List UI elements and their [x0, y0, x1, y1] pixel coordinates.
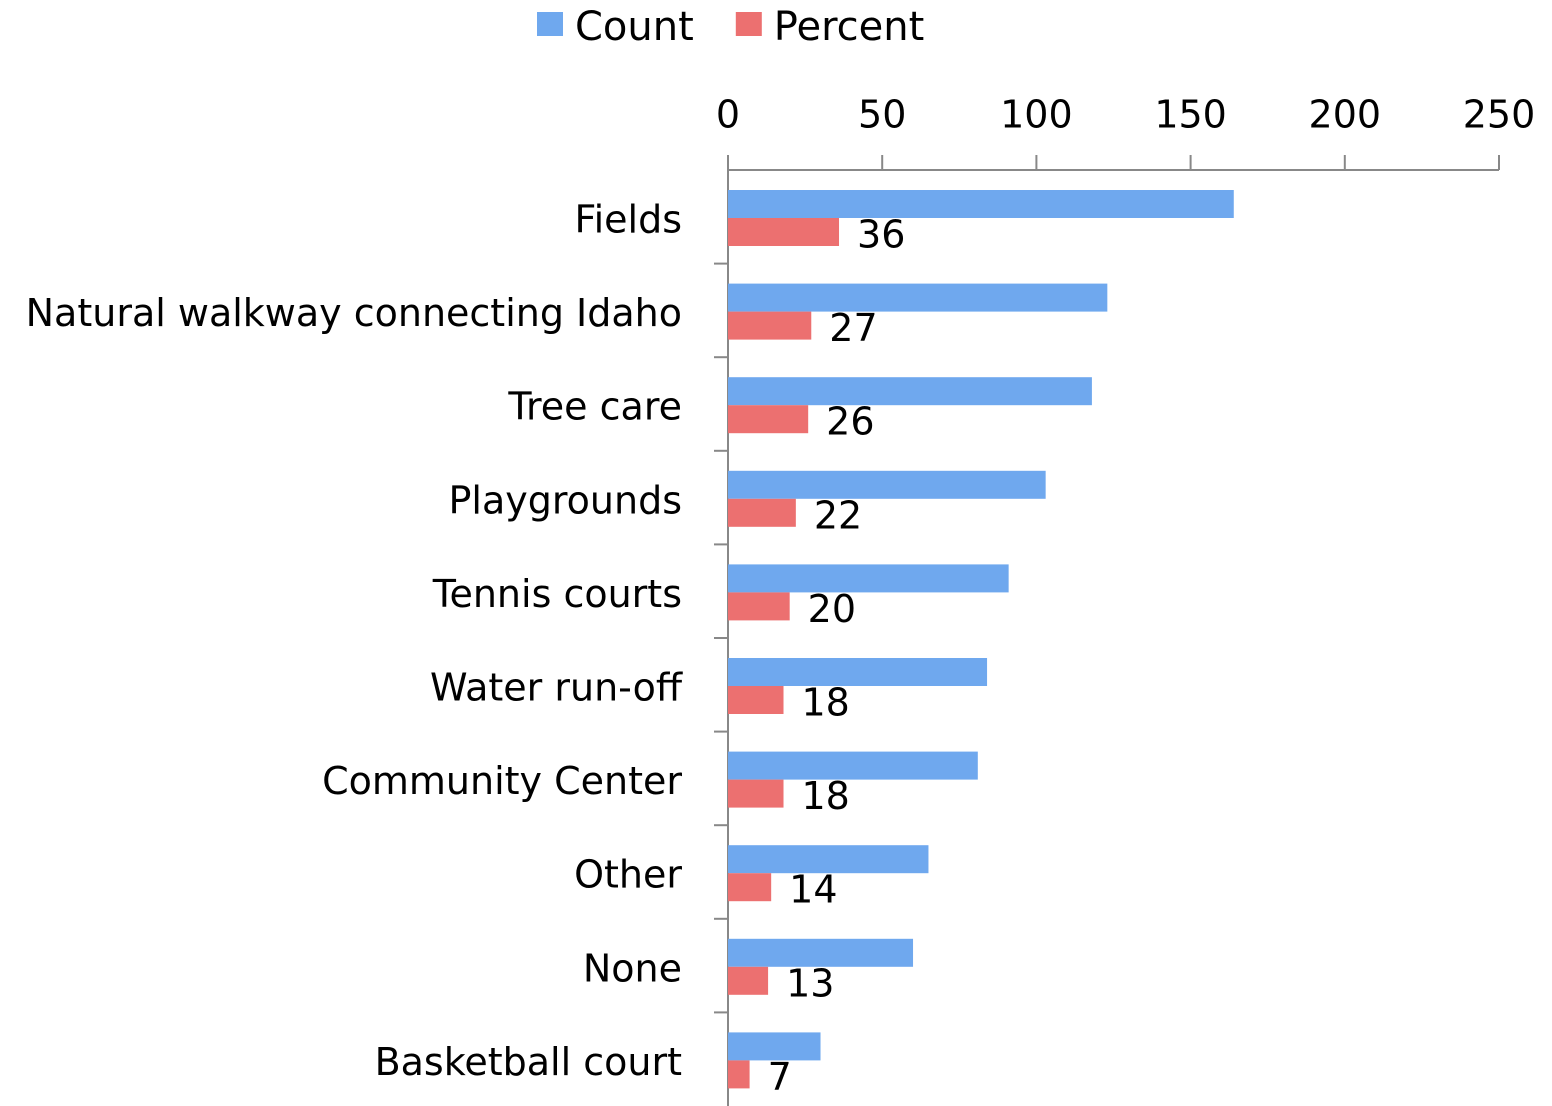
bar — [728, 283, 1108, 312]
legend-label: Percent — [774, 4, 925, 50]
bar — [728, 498, 796, 527]
bar — [728, 845, 929, 874]
data-label: 36 — [857, 213, 905, 257]
y-tick-label: None — [583, 946, 682, 990]
bar — [728, 938, 914, 967]
bar — [728, 405, 809, 434]
data-label: 27 — [829, 306, 877, 350]
bar — [728, 377, 1092, 406]
bar — [728, 190, 1234, 218]
bar — [728, 1032, 821, 1061]
bar — [728, 686, 784, 714]
data-label: 13 — [786, 961, 834, 1005]
y-tick-label: Basketball court — [375, 1040, 682, 1084]
bar — [728, 751, 978, 780]
bar — [728, 564, 1009, 593]
y-tick-label: Tennis courts — [432, 572, 682, 616]
data-label: 18 — [802, 774, 850, 818]
y-tick-label: Fields — [574, 198, 682, 242]
y-tick-label: Natural walkway connecting Idaho — [26, 291, 682, 335]
bar — [728, 311, 812, 340]
bar — [728, 873, 772, 902]
y-tick-label: Community Center — [322, 759, 682, 803]
bar — [728, 966, 769, 995]
legend-swatch — [735, 12, 762, 36]
bar — [728, 779, 784, 808]
bar — [728, 592, 790, 621]
data-label: 20 — [808, 587, 856, 631]
x-tick-label: 0 — [716, 93, 740, 137]
x-tick-label: 50 — [858, 93, 906, 137]
y-tick-label: Tree care — [507, 385, 682, 429]
data-label: 22 — [814, 493, 862, 537]
data-label: 18 — [802, 681, 850, 725]
x-tick-label: 200 — [1309, 93, 1382, 137]
x-tick-label: 250 — [1463, 93, 1536, 137]
y-tick-label: Other — [574, 853, 682, 897]
data-label: 14 — [789, 868, 837, 912]
bar — [728, 1060, 750, 1089]
bar — [728, 470, 1046, 499]
x-tick-label: 100 — [1000, 93, 1073, 137]
legend-swatch — [537, 12, 563, 36]
y-tick-label: Playgrounds — [449, 478, 683, 522]
data-label: 7 — [768, 1055, 792, 1099]
x-tick-label: 150 — [1154, 93, 1227, 137]
y-tick-label: Water run-off — [430, 666, 683, 710]
bar — [728, 218, 840, 246]
data-label: 26 — [826, 400, 874, 444]
bar — [728, 658, 988, 686]
legend-label: Count — [575, 4, 694, 50]
